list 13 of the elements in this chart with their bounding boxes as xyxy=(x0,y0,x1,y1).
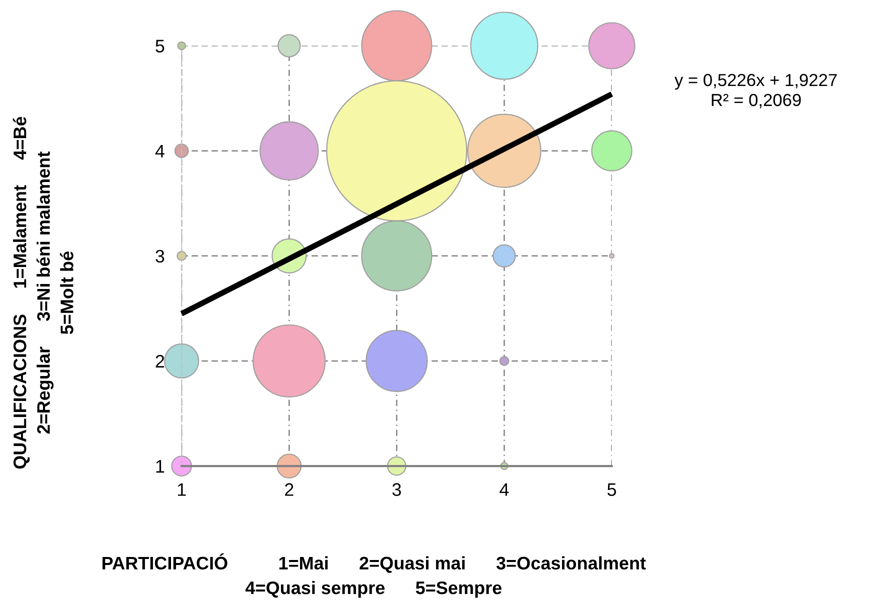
y-axis-title: QUALIFICACIONS 1=Malament 4=Bé 2=Regular 3=Ni béni malament 5=Molt bé xyxy=(12,116,74,469)
x-tick-label: 2 xyxy=(285,483,294,496)
x-tick-label: 4 xyxy=(500,483,509,496)
text: y = 0,5226x + 1,9227 R² = 0,2069 xyxy=(674,74,837,108)
y-tick-label: 3 xyxy=(156,250,164,263)
y-tick-label: 4 xyxy=(155,144,164,158)
y-tick-label: 5 xyxy=(156,40,164,52)
y-tick-label: 1 xyxy=(156,460,164,473)
y-tick-label: 2 xyxy=(156,354,164,368)
x-axis-title: PARTICIPACIÓ 1=Mai 2=Quasi mai 3=Ocasionalment 4=Quasi sempre 5=Sempre xyxy=(102,553,646,598)
x-tick-label: 1 xyxy=(178,483,186,496)
x-tick-label: 5 xyxy=(607,483,616,496)
x-tick-label: 3 xyxy=(392,483,401,496)
